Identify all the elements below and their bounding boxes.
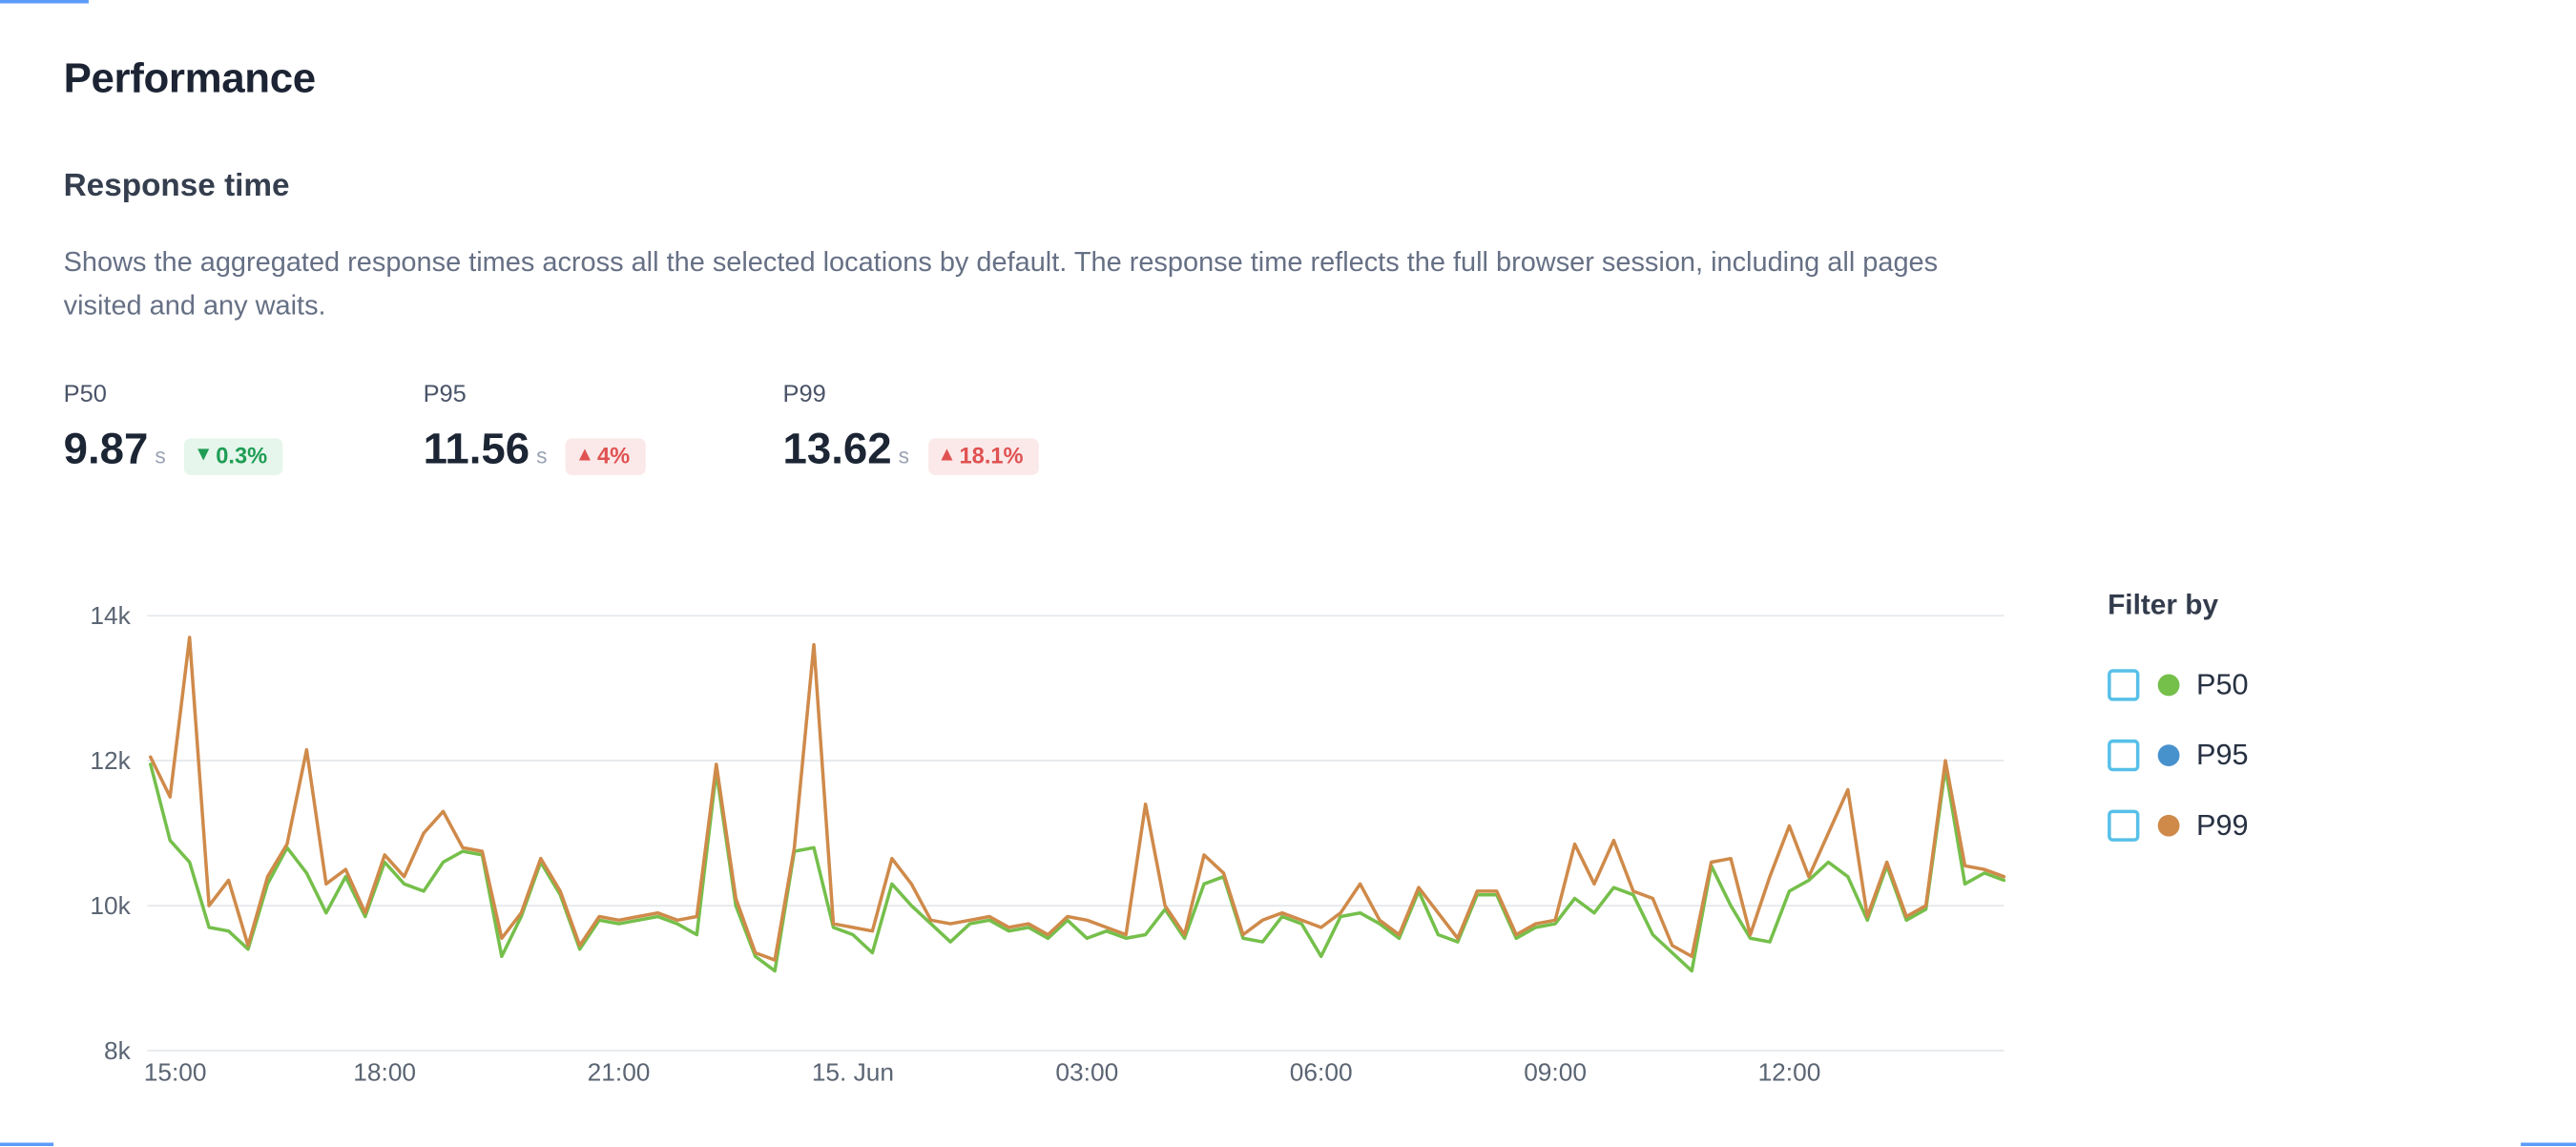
filter-item-p95[interactable]: P95 xyxy=(2108,736,2249,773)
caret-up-icon: ▲ xyxy=(941,447,953,464)
stat-p50-value: 9.87 xyxy=(63,423,149,474)
svg-text:15:00: 15:00 xyxy=(144,1058,207,1087)
stat-p50-delta: 0.3% xyxy=(216,442,268,469)
svg-text:18:00: 18:00 xyxy=(353,1058,416,1087)
stat-p99-delta-badge: ▲ 18.1% xyxy=(927,437,1039,475)
stat-p95-unit: s xyxy=(536,443,548,469)
stat-p95-delta-badge: ▲ 4% xyxy=(565,437,646,475)
checkbox-p99[interactable] xyxy=(2108,808,2140,842)
stat-p95-value: 11.56 xyxy=(423,423,530,474)
svg-text:10k: 10k xyxy=(90,891,131,920)
filter-label-p95: P95 xyxy=(2196,737,2249,771)
stat-p99-value: 13.62 xyxy=(782,423,892,474)
response-time-chart: 14k 12k 10k 8k 15:00 18:00 21:00 15. Jun 03:00 06… xyxy=(0,594,2074,1095)
caret-down-icon: ▼ xyxy=(197,447,210,464)
svg-text:06:00: 06:00 xyxy=(1290,1058,1353,1087)
svg-text:12k: 12k xyxy=(90,746,131,775)
svg-text:12:00: 12:00 xyxy=(1758,1058,1821,1087)
svg-text:09:00: 09:00 xyxy=(1524,1058,1587,1087)
stat-p95: P95 11.56 s ▲ 4% xyxy=(424,382,783,480)
stat-p99-label: P99 xyxy=(782,381,826,408)
svg-text:14k: 14k xyxy=(90,601,131,630)
screenshot-border-fragment xyxy=(0,0,89,4)
checkbox-p50[interactable] xyxy=(2108,668,2140,700)
svg-text:8k: 8k xyxy=(104,1036,132,1065)
stat-p50-delta-badge: ▼ 0.3% xyxy=(184,437,282,475)
screenshot-border-fragment xyxy=(2521,1142,2576,1146)
stat-p50-unit: s xyxy=(155,443,166,469)
section-heading: Response time xyxy=(63,169,290,204)
filter-item-p99[interactable]: P99 xyxy=(2108,806,2249,844)
series-dot-p99 xyxy=(2157,813,2180,836)
screenshot-border-fragment xyxy=(0,1142,54,1146)
response-time-chart-canvas: 14k 12k 10k 8k 15:00 18:00 21:00 15. Jun 03:00 06… xyxy=(90,601,2006,1087)
filter-heading: Filter by xyxy=(2108,589,2219,621)
filter-label-p50: P50 xyxy=(2196,666,2249,700)
svg-text:21:00: 21:00 xyxy=(588,1058,651,1087)
stat-p99-delta: 18.1% xyxy=(959,442,1024,469)
page-title: Performance xyxy=(63,54,316,102)
series-dot-p95 xyxy=(2157,743,2180,766)
stat-p95-label: P95 xyxy=(423,381,467,408)
stat-p99: P99 13.62 s ▲ 18.1% xyxy=(783,382,1143,480)
svg-text:15. Jun: 15. Jun xyxy=(812,1058,894,1087)
stat-p50: P50 9.87 s ▼ 0.3% xyxy=(64,382,424,480)
stats-row: P50 9.87 s ▼ 0.3% P95 11.56 s ▲ 4% xyxy=(64,382,1143,480)
stat-p95-delta: 4% xyxy=(597,442,631,469)
stat-p50-label: P50 xyxy=(63,381,107,408)
series-dot-p50 xyxy=(2157,673,2180,696)
svg-text:03:00: 03:00 xyxy=(1055,1058,1118,1087)
section-description: Shows the aggregated response times acro… xyxy=(63,247,1939,322)
filter-label-p99: P99 xyxy=(2196,806,2249,842)
filter-item-p50[interactable]: P50 xyxy=(2108,666,2249,703)
checkbox-p95[interactable] xyxy=(2108,739,2140,771)
filter-panel: Filter by P50 P95 P99 xyxy=(2108,589,2249,877)
caret-up-icon: ▲ xyxy=(578,447,592,464)
stat-p99-unit: s xyxy=(898,443,910,469)
